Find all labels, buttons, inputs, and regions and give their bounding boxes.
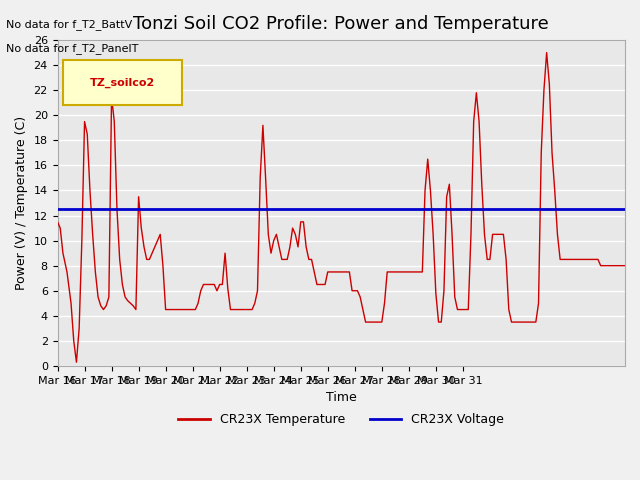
Legend: CR23X Temperature, CR23X Voltage: CR23X Temperature, CR23X Voltage	[173, 408, 509, 432]
Y-axis label: Power (V) / Temperature (C): Power (V) / Temperature (C)	[15, 116, 28, 290]
Title: Tonzi Soil CO2 Profile: Power and Temperature: Tonzi Soil CO2 Profile: Power and Temper…	[133, 15, 549, 33]
Text: TZ_soilco2: TZ_soilco2	[90, 77, 156, 88]
Text: No data for f_T2_PanelT: No data for f_T2_PanelT	[6, 43, 139, 54]
FancyBboxPatch shape	[63, 60, 182, 105]
Text: No data for f_T2_BattV: No data for f_T2_BattV	[6, 19, 132, 30]
X-axis label: Time: Time	[326, 391, 356, 404]
